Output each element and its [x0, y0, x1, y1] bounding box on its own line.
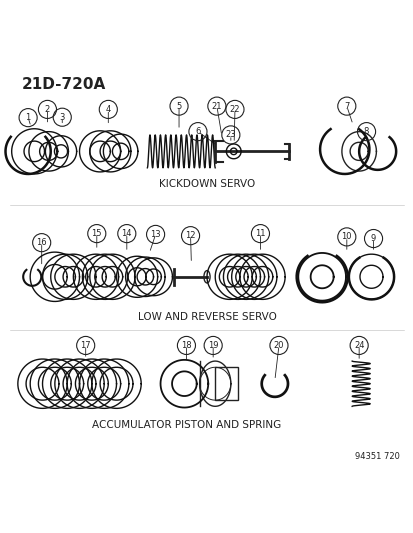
- Text: 9: 9: [370, 234, 375, 243]
- Text: KICKDOWN SERVO: KICKDOWN SERVO: [159, 179, 254, 189]
- Text: 13: 13: [150, 230, 161, 239]
- Text: 20: 20: [273, 341, 284, 350]
- Text: 3: 3: [59, 112, 65, 122]
- Text: 24: 24: [353, 341, 363, 350]
- Text: 14: 14: [121, 229, 132, 238]
- Text: 8: 8: [363, 127, 368, 136]
- Text: 4: 4: [105, 105, 111, 114]
- Text: 22: 22: [229, 105, 240, 114]
- Text: 2: 2: [45, 105, 50, 114]
- Text: 5: 5: [176, 102, 181, 111]
- Text: 21D-720A: 21D-720A: [22, 77, 106, 92]
- Text: 21: 21: [211, 102, 222, 111]
- Text: 7: 7: [343, 102, 349, 111]
- Text: 23: 23: [225, 131, 235, 140]
- Text: 6: 6: [195, 127, 200, 136]
- Text: 17: 17: [80, 341, 91, 350]
- Bar: [215, 367, 237, 400]
- Text: 19: 19: [207, 341, 218, 350]
- Text: 1: 1: [26, 113, 31, 122]
- Text: LOW AND REVERSE SERVO: LOW AND REVERSE SERVO: [137, 312, 276, 322]
- Text: ACCUMULATOR PISTON AND SPRING: ACCUMULATOR PISTON AND SPRING: [92, 420, 280, 430]
- Text: 10: 10: [341, 232, 351, 241]
- Text: 12: 12: [185, 231, 195, 240]
- Text: 94351 720: 94351 720: [354, 452, 399, 461]
- Text: 16: 16: [36, 238, 47, 247]
- Text: 15: 15: [91, 229, 102, 238]
- Text: 11: 11: [254, 229, 265, 238]
- Text: 18: 18: [181, 341, 191, 350]
